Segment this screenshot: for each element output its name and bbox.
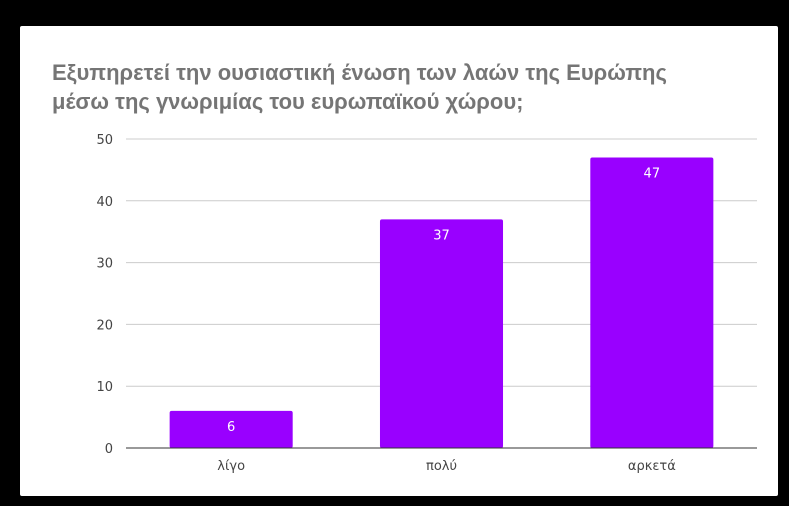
- y-tick-label: 10: [96, 380, 113, 395]
- x-tick-label: λίγο: [217, 459, 245, 474]
- y-tick-label: 40: [96, 195, 113, 210]
- bar: [379, 219, 504, 448]
- data-label: 37: [433, 228, 450, 243]
- y-tick-label: 20: [96, 318, 113, 333]
- chart-title: Εξυπηρετεί την ουσιαστική ένωση των λαών…: [52, 58, 752, 116]
- bar: [590, 157, 714, 449]
- chart-title-line-1: Εξυπηρετεί την ουσιαστική ένωση των λαών…: [52, 60, 667, 85]
- x-tick-label: πολύ: [426, 459, 457, 474]
- x-tick-label: αρκετά: [628, 459, 676, 474]
- y-tick-label: 0: [105, 442, 113, 457]
- y-tick-label: 30: [96, 257, 113, 272]
- chart-title-line-2: μέσω της γνωριμίας του ευρωπαϊκού χώρου;: [52, 89, 524, 114]
- bar: [169, 410, 293, 448]
- data-label: 6: [227, 420, 235, 435]
- y-tick-label: 50: [96, 133, 113, 148]
- data-label: 47: [644, 167, 661, 182]
